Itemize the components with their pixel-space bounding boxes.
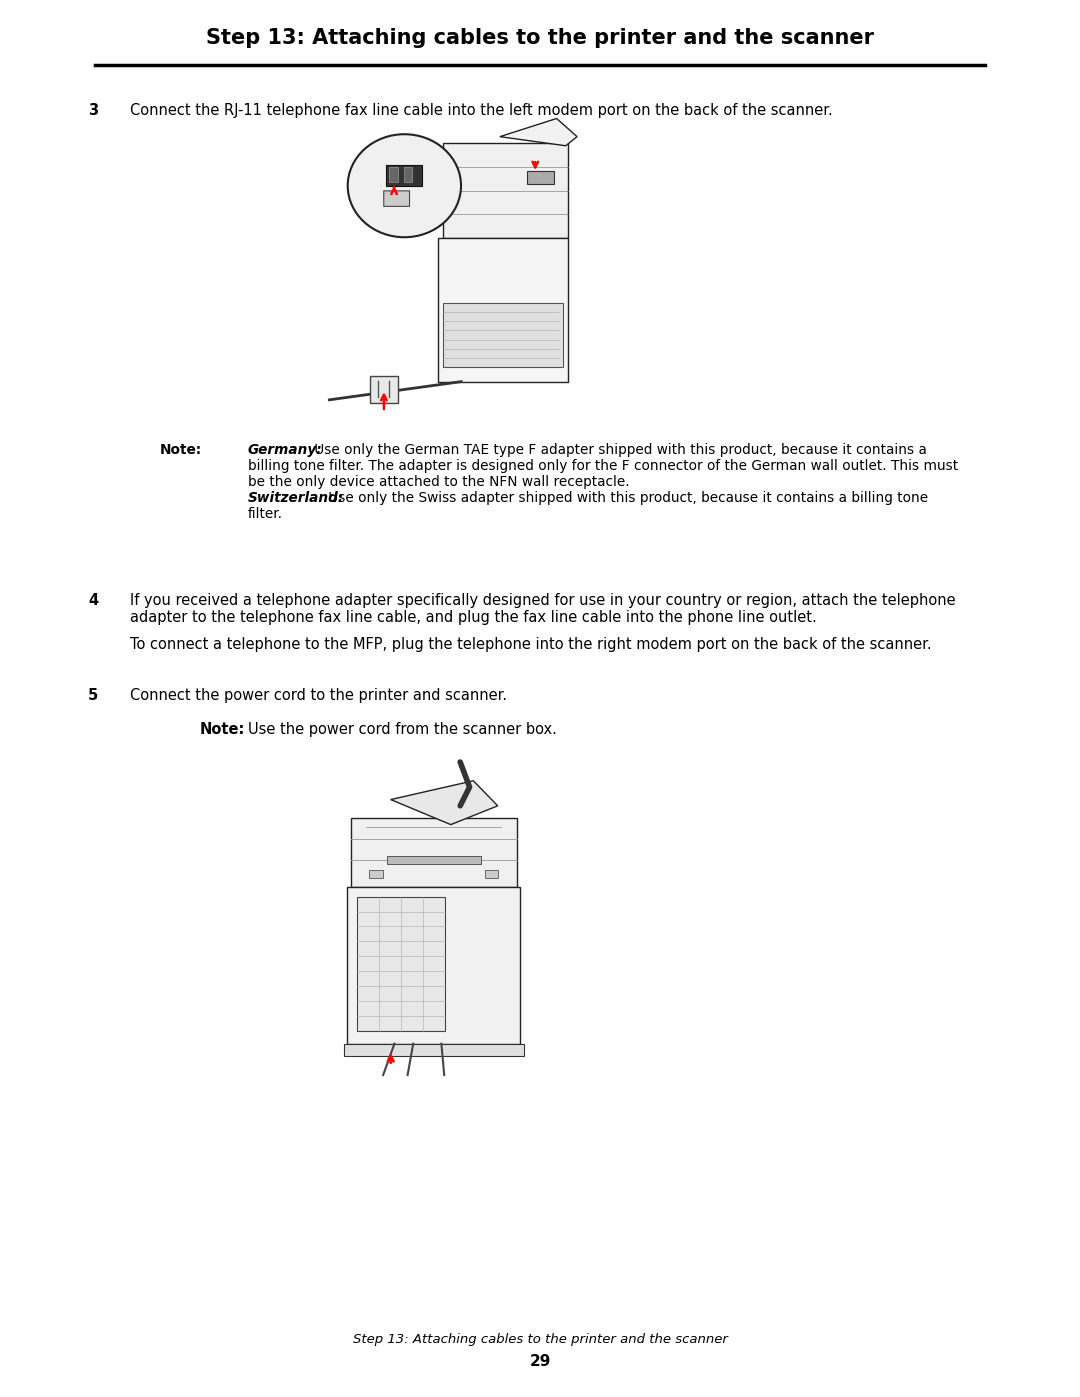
- Text: adapter to the telephone fax line cable, and plug the fax line cable into the ph: adapter to the telephone fax line cable,…: [130, 610, 816, 624]
- Text: Germany:: Germany:: [248, 443, 323, 457]
- FancyBboxPatch shape: [351, 819, 516, 887]
- Polygon shape: [391, 781, 498, 824]
- FancyBboxPatch shape: [387, 165, 422, 186]
- FancyBboxPatch shape: [527, 172, 554, 183]
- Text: Use only the German TAE type F adapter shipped with this product, because it con: Use only the German TAE type F adapter s…: [310, 443, 927, 457]
- Text: billing tone filter. The adapter is designed only for the F connector of the Ger: billing tone filter. The adapter is desi…: [248, 460, 958, 474]
- Text: Connect the RJ-11 telephone fax line cable into the left modem port on the back : Connect the RJ-11 telephone fax line cab…: [130, 103, 833, 117]
- FancyBboxPatch shape: [356, 897, 445, 1031]
- Text: Note:: Note:: [160, 443, 202, 457]
- Text: Step 13: Attaching cables to the printer and the scanner: Step 13: Attaching cables to the printer…: [352, 1334, 728, 1347]
- Text: If you received a telephone adapter specifically designed for use in your countr: If you received a telephone adapter spec…: [130, 592, 956, 608]
- FancyBboxPatch shape: [348, 887, 521, 1044]
- FancyBboxPatch shape: [438, 239, 568, 381]
- Text: Use only the Swiss adapter shipped with this product, because it contains a bill: Use only the Swiss adapter shipped with …: [324, 490, 928, 504]
- FancyBboxPatch shape: [369, 870, 382, 877]
- Text: Step 13: Attaching cables to the printer and the scanner: Step 13: Attaching cables to the printer…: [206, 28, 874, 47]
- FancyBboxPatch shape: [443, 303, 564, 367]
- FancyBboxPatch shape: [387, 856, 481, 863]
- Text: Use the power cord from the scanner box.: Use the power cord from the scanner box.: [248, 722, 557, 738]
- FancyBboxPatch shape: [485, 870, 498, 877]
- FancyBboxPatch shape: [370, 376, 397, 402]
- Polygon shape: [500, 119, 577, 145]
- Text: To connect a telephone to the MFP, plug the telephone into the right modem port : To connect a telephone to the MFP, plug …: [130, 637, 932, 652]
- FancyBboxPatch shape: [389, 168, 397, 182]
- Text: 29: 29: [529, 1355, 551, 1369]
- Text: Connect the power cord to the printer and scanner.: Connect the power cord to the printer an…: [130, 687, 508, 703]
- FancyBboxPatch shape: [404, 168, 413, 182]
- Text: 4: 4: [87, 592, 98, 608]
- Text: 3: 3: [87, 103, 98, 117]
- Text: filter.: filter.: [248, 507, 283, 521]
- Text: be the only device attached to the NFN wall receptacle.: be the only device attached to the NFN w…: [248, 475, 630, 489]
- Text: Switzerland:: Switzerland:: [248, 490, 345, 504]
- Text: Note:: Note:: [200, 722, 245, 738]
- Text: 5: 5: [87, 687, 98, 703]
- FancyBboxPatch shape: [343, 1044, 524, 1056]
- FancyBboxPatch shape: [443, 142, 568, 239]
- FancyBboxPatch shape: [383, 191, 409, 207]
- Ellipse shape: [348, 134, 461, 237]
